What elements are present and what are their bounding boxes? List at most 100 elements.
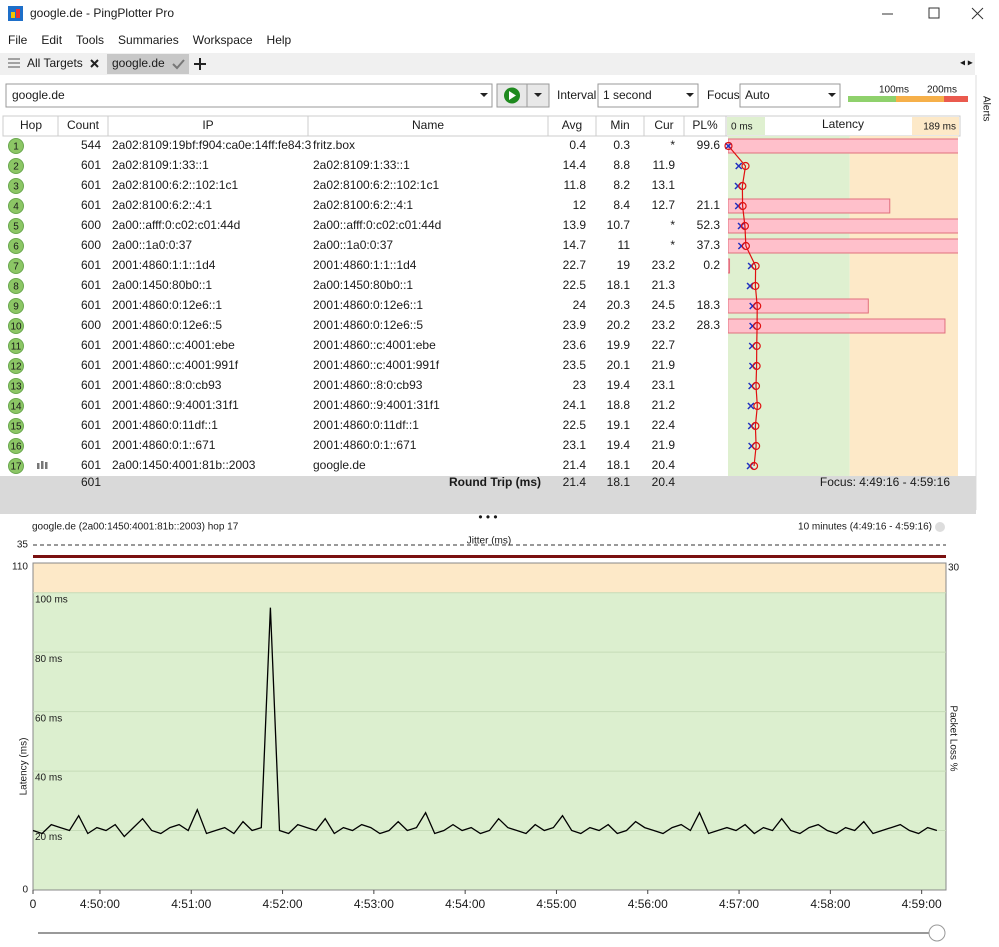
hop: 12 xyxy=(10,362,22,373)
menu-item[interactable]: Workspace xyxy=(193,33,253,47)
count: 601 xyxy=(81,438,101,452)
min: 18.1 xyxy=(607,278,631,292)
name: 2a02:8109:1:33::1 xyxy=(313,158,410,172)
y-tick-label: 0 xyxy=(22,885,28,896)
grid-label: 80 ms xyxy=(35,654,62,665)
min: 19.9 xyxy=(607,338,631,352)
name: 2001:4860:0:1::671 xyxy=(313,438,417,452)
column-header[interactable]: Count xyxy=(67,118,100,132)
cur: 22.4 xyxy=(652,418,676,432)
scroll-arrows[interactable]: ◂ ▸ xyxy=(960,58,973,69)
min: 18.1 xyxy=(607,458,631,472)
latency-scale-label: 189 ms xyxy=(923,122,956,133)
column-header[interactable]: Min xyxy=(610,118,629,132)
threshold-label: 200ms xyxy=(927,85,957,96)
hop: 11 xyxy=(11,342,22,353)
tab[interactable]: All Targets xyxy=(27,56,83,70)
count: 601 xyxy=(81,358,101,372)
min: 19.4 xyxy=(607,438,631,452)
focus-value[interactable]: Auto xyxy=(745,88,770,102)
count: 544 xyxy=(81,138,101,152)
app-icon-part xyxy=(16,9,20,18)
avg: 21.4 xyxy=(563,458,587,472)
target[interactable]: google.de xyxy=(12,88,65,102)
cur: 21.9 xyxy=(652,438,676,452)
count: 601 xyxy=(81,458,101,472)
packet-loss-bar xyxy=(728,239,999,253)
name: 2001:4860::c:4001:ebe xyxy=(313,338,436,352)
column-header[interactable]: Hop xyxy=(20,118,42,132)
app-icon xyxy=(8,6,23,21)
ip: 2001:4860::8:0:cb93 xyxy=(112,378,222,392)
cur: 23.2 xyxy=(652,318,676,332)
avg: 0.4 xyxy=(569,138,586,152)
name: 2a02:8100:6:2::4:1 xyxy=(313,198,413,212)
menu-item[interactable]: Help xyxy=(267,33,292,47)
threshold-orange xyxy=(896,96,944,102)
min: 20.1 xyxy=(607,358,631,372)
cur: * xyxy=(670,138,675,152)
time-slider-thumb[interactable] xyxy=(929,925,945,941)
name: 2a00::1a0:0:37 xyxy=(313,238,393,252)
packet-loss-bar xyxy=(728,139,999,153)
cur: * xyxy=(670,238,675,252)
min: 0.3 xyxy=(613,138,630,152)
min: 8.2 xyxy=(613,178,630,192)
latency-title: Latency xyxy=(822,117,864,131)
ip: 2a02:8109:1:33::1 xyxy=(112,158,209,172)
hop: 6 xyxy=(13,242,19,253)
plot-green xyxy=(33,593,946,890)
ip: 2001:4860::9:4001:31f1 xyxy=(112,398,239,412)
column-header[interactable]: PL% xyxy=(692,118,718,132)
target-combo[interactable] xyxy=(6,84,492,107)
menu-item[interactable]: Tools xyxy=(76,33,104,47)
count: 601 xyxy=(81,418,101,432)
hop: 13 xyxy=(10,382,22,393)
splitter-handle[interactable]: • • • xyxy=(478,510,497,524)
avg: 23.9 xyxy=(563,318,587,332)
grid-label: 40 ms xyxy=(35,773,62,784)
hop: 2 xyxy=(13,162,19,173)
hop: 16 xyxy=(10,442,22,453)
name: 2a00::afff:0:c02:c01:44d xyxy=(313,218,441,232)
threshold-red xyxy=(944,96,968,102)
interval-value[interactable]: 1 second xyxy=(603,88,652,102)
menu-item[interactable]: Summaries xyxy=(118,33,179,47)
packet-loss: 52.3 xyxy=(697,218,721,232)
column-header[interactable]: IP xyxy=(202,118,213,132)
x-tick-label: 4:55:00 xyxy=(536,897,576,911)
count: 601 xyxy=(81,298,101,312)
cur: 20.4 xyxy=(652,458,676,472)
table-header xyxy=(3,116,960,136)
interval-label: Interval xyxy=(557,88,596,102)
x-tick-label: 0 xyxy=(30,897,37,911)
cur: 21.2 xyxy=(652,398,676,412)
plot-orange xyxy=(33,563,946,593)
ip: 2a02:8100:6:2::4:1 xyxy=(112,198,212,212)
min: 10.7 xyxy=(607,218,631,232)
range-dropdown[interactable] xyxy=(935,522,945,532)
menu-item[interactable]: File xyxy=(8,33,28,47)
x-tick-label: 4:50:00 xyxy=(80,897,120,911)
min: 18.8 xyxy=(607,398,631,412)
avg: 12 xyxy=(573,198,587,212)
avg: 14.4 xyxy=(563,158,587,172)
min: 8.4 xyxy=(613,198,630,212)
summary-min: 18.1 xyxy=(607,475,631,489)
side-panel-label[interactable]: Alerts xyxy=(980,96,991,122)
min: 19.1 xyxy=(607,418,631,432)
menu-item[interactable]: Edit xyxy=(41,33,62,47)
column-header[interactable]: Cur xyxy=(654,118,673,132)
tab[interactable]: google.de xyxy=(112,56,165,70)
column-header[interactable]: Name xyxy=(412,118,444,132)
hop: 14 xyxy=(10,402,22,413)
packet-loss: 99.6 xyxy=(697,138,721,152)
summary-focus: Focus: 4:49:16 - 4:59:16 xyxy=(820,475,950,489)
graph-icon xyxy=(41,461,44,469)
min: 19.4 xyxy=(607,378,631,392)
summary-label: Round Trip (ms) xyxy=(449,475,541,489)
column-header[interactable]: Avg xyxy=(562,118,582,132)
threshold-label: 100ms xyxy=(879,85,909,96)
